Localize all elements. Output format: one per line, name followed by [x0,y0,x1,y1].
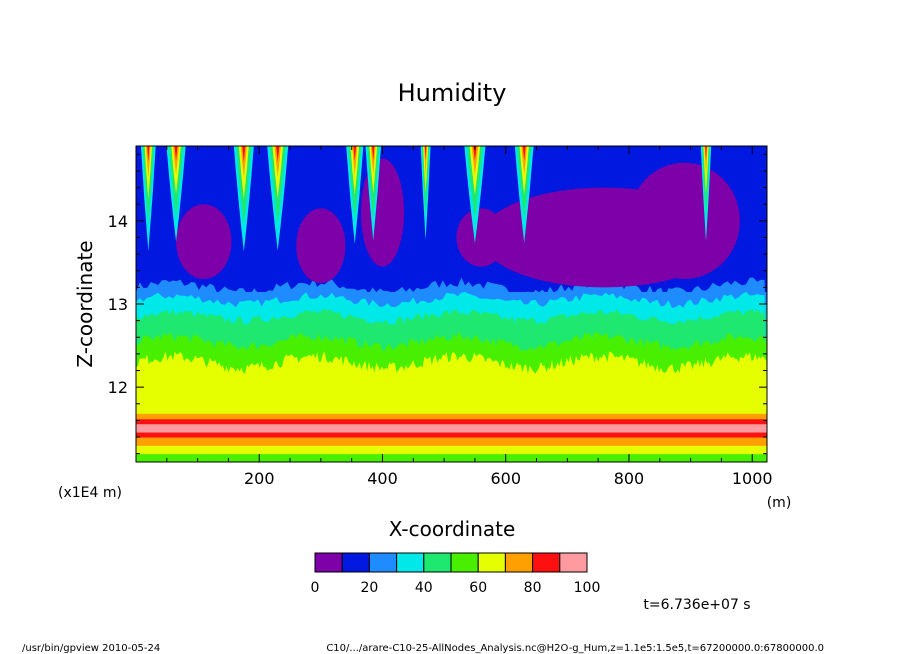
x-tick-label: 400 [367,469,398,488]
footer-program: /usr/bin/gpview 2010-05-24 [22,643,160,654]
colorbar-swatch [314,552,343,573]
x-tick-label: 200 [244,469,275,488]
humidity-band-6 [136,413,767,420]
plume-3-4 [276,146,280,162]
colorbar-swatch [477,552,506,573]
humidity-band-5 [136,418,767,425]
plume-5-4 [372,146,375,161]
plume-9-4 [705,146,707,161]
plume-1-4 [174,146,178,161]
contour-field [136,146,767,462]
time-label: t=6.736e+07 s [643,597,750,613]
colorbar-swatch [559,552,588,573]
colorbar-label: 100 [574,580,601,596]
humidity-band-1 [136,445,767,455]
colorbar-swatch [396,552,425,573]
dry-pool-0 [176,204,232,280]
colorbar: 0 20 40 60 80 100 [311,552,601,596]
colorbar-swatch [341,552,370,573]
y-tick-label: 14 [108,212,128,231]
plume-0-4 [147,146,150,162]
colorbar-swatch [450,552,479,573]
y-axis-unit: (x1E4 m) [58,485,122,501]
humidity-band-4 [136,423,767,433]
plume-4-4 [353,146,357,161]
plume-6-3 [424,146,428,175]
colorbar-label: 20 [360,580,378,596]
colorbar-swatch [368,552,398,573]
y-axis-ticks: 12 13 14 [108,153,767,455]
plume-2-4 [242,146,246,162]
colorbar-swatch [504,552,534,573]
dry-pool-5 [628,162,740,280]
dry-pool-2 [360,158,405,267]
y-tick-label: 13 [108,295,128,314]
colorbar-swatch [423,552,452,573]
plume-6-4 [424,146,427,161]
footer-source: C10/.../arare-C10-25-AllNodes_Analysis.n… [326,643,824,654]
colorbar-label: 0 [311,580,320,596]
x-axis-ticks: 200 400 600 800 1000 [135,146,773,488]
colorbar-label: 80 [524,580,542,596]
humidity-band-3 [136,432,767,438]
humidity-band-2 [136,437,767,446]
x-axis-unit: (m) [767,495,792,511]
x-axis-label: X-coordinate [389,517,516,541]
plume-8-4 [522,146,526,161]
x-tick-label: 800 [614,469,645,488]
colorbar-label: 40 [415,580,433,596]
y-tick-label: 12 [108,378,128,397]
colorbar-swatch [532,552,561,573]
dry-pool-1 [296,208,346,284]
humidity-band-0 [136,453,767,462]
y-axis-label: Z-coordinate [73,240,97,367]
colorbar-label: 60 [469,580,487,596]
x-tick-label: 1000 [732,469,773,488]
plume-7-4 [473,146,477,161]
chart-title: Humidity [398,79,507,107]
x-tick-label: 600 [490,469,521,488]
